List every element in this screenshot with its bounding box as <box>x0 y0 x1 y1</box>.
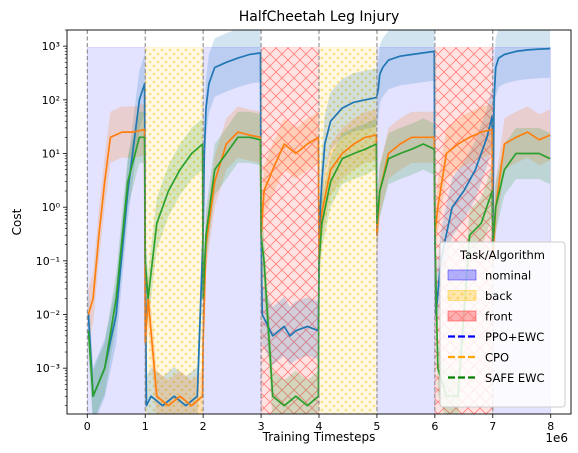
series-line-cpo <box>87 128 551 407</box>
y-tick-label-0: 10⁻³ <box>36 362 60 375</box>
y-tick-label-6: 10³ <box>42 40 60 53</box>
task-hatch-back-1 <box>319 47 377 414</box>
legend-hatch-back <box>448 290 476 301</box>
chart-title: HalfCheetah Leg Injury <box>239 9 400 25</box>
task-hatch-back-0 <box>145 47 204 414</box>
y-tick-label-4: 10¹ <box>42 147 60 160</box>
legend-label-front: front <box>485 310 513 324</box>
legend-label-cpo: CPO <box>485 351 509 365</box>
y-tick-label-5: 10² <box>42 94 60 107</box>
x-tick-label-4: 4 <box>316 420 323 433</box>
x-tick-label-8: 8 <box>547 420 554 433</box>
x-tick-label-0: 0 <box>84 420 91 433</box>
x-tick-label-2: 2 <box>200 420 207 433</box>
x-tick-label-3: 3 <box>258 420 265 433</box>
x-axis-offset-label: 1e6 <box>545 431 568 445</box>
x-tick-label-1: 1 <box>142 420 149 433</box>
y-axis-label: Cost <box>10 208 24 235</box>
legend-label-safe-ewc: SAFE EWC <box>485 371 545 385</box>
legend-label-ppo-ewc: PPO+EWC <box>485 330 544 344</box>
x-axis-label: Training Timesteps <box>262 430 376 444</box>
legend-box <box>439 241 566 408</box>
x-axis-ticks: 0 1 2 3 4 5 6 7 8 <box>84 414 554 433</box>
legend-hatch-front <box>448 311 476 321</box>
legend-label-nominal: nominal <box>485 269 531 283</box>
task-region-nominal-1 <box>202 47 262 414</box>
series-line-ppo-ewc <box>87 47 551 407</box>
x-tick-label-5: 5 <box>373 420 380 433</box>
legend-swatch-nominal <box>447 269 477 281</box>
x-tick-label-6: 6 <box>431 420 438 433</box>
legend-label-back: back <box>485 289 513 303</box>
y-tick-label-1: 10⁻² <box>36 309 60 322</box>
x-tick-label-7: 7 <box>489 420 496 433</box>
task-region-nominal-2 <box>376 47 436 414</box>
legend: Task/Algorithm nominal back front PPO+EWC CPO… <box>439 241 566 408</box>
y-axis-ticks: 10⁻³ 10⁻² 10⁻¹ 10⁰ 10¹ 10² 10³ <box>36 29 67 406</box>
y-tick-label-2: 10⁻¹ <box>36 255 60 268</box>
y-tick-label-3: 10⁰ <box>42 201 61 214</box>
task-region-nominal-0 <box>86 47 146 414</box>
legend-title: Task/Algorithm <box>459 248 545 262</box>
